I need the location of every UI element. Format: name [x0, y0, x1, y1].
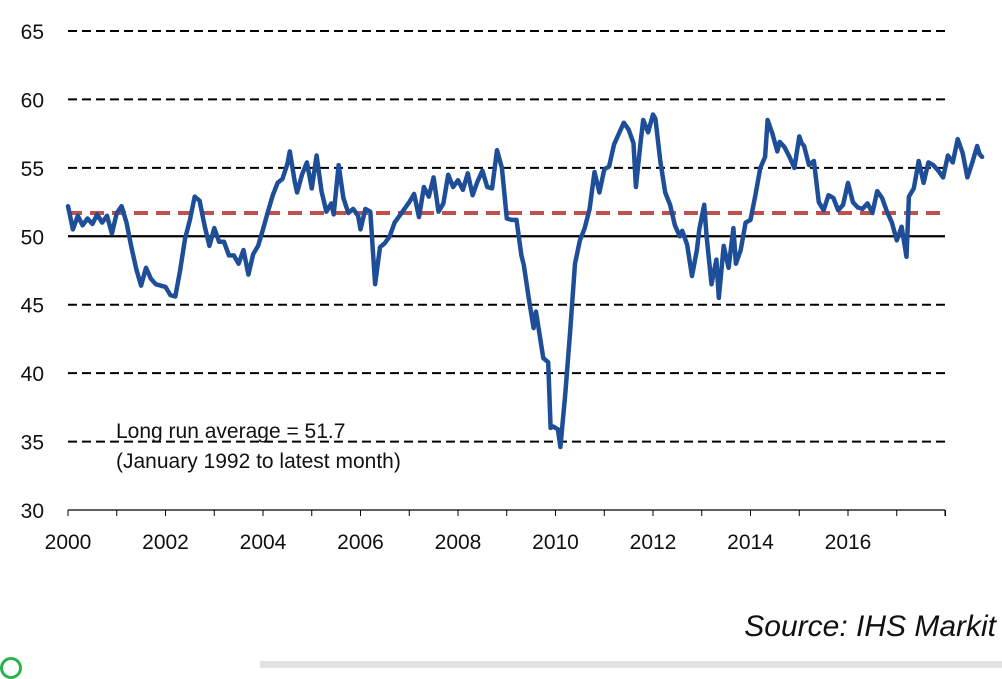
- source-label: Source: IHS Markit: [744, 610, 996, 643]
- y-tick-label: 40: [21, 363, 44, 386]
- annotation-line-1: Long run average = 51.7: [116, 420, 345, 443]
- y-tick-label: 65: [21, 21, 44, 44]
- x-tick-label: 2004: [240, 531, 287, 554]
- x-axis: [67, 509, 946, 516]
- x-tick-label: 2012: [630, 531, 677, 554]
- x-tick-label: 2008: [435, 531, 482, 554]
- footer-logo-icon: [0, 657, 22, 679]
- x-tick-label: 2014: [727, 531, 774, 554]
- series-line-pmi: [65, 112, 985, 450]
- y-tick-label: 55: [21, 158, 44, 181]
- annotation-line-2: (January 1992 to latest month): [116, 450, 401, 473]
- x-tick-label: 2000: [45, 531, 92, 554]
- x-tick-labels: 2000 2002 2004 2006 2008 2010 2012 2014 2016: [45, 531, 872, 554]
- y-tick-label: 45: [21, 295, 44, 318]
- y-tick-label: 35: [21, 432, 44, 455]
- series-layer: [65, 112, 985, 450]
- y-tick-label: 50: [21, 226, 44, 249]
- y-tick-label: 30: [21, 500, 44, 523]
- x-tick-label: 2010: [532, 531, 579, 554]
- footer-bar: [260, 661, 1002, 668]
- y-tick-labels: 30 35 40 45 50 55 60 65: [21, 21, 44, 523]
- x-tick-label: 2006: [337, 531, 384, 554]
- grid-lines: [68, 30, 945, 443]
- x-tick-label: 2002: [142, 531, 189, 554]
- y-tick-label: 60: [21, 89, 44, 112]
- x-tick-label: 2016: [825, 531, 872, 554]
